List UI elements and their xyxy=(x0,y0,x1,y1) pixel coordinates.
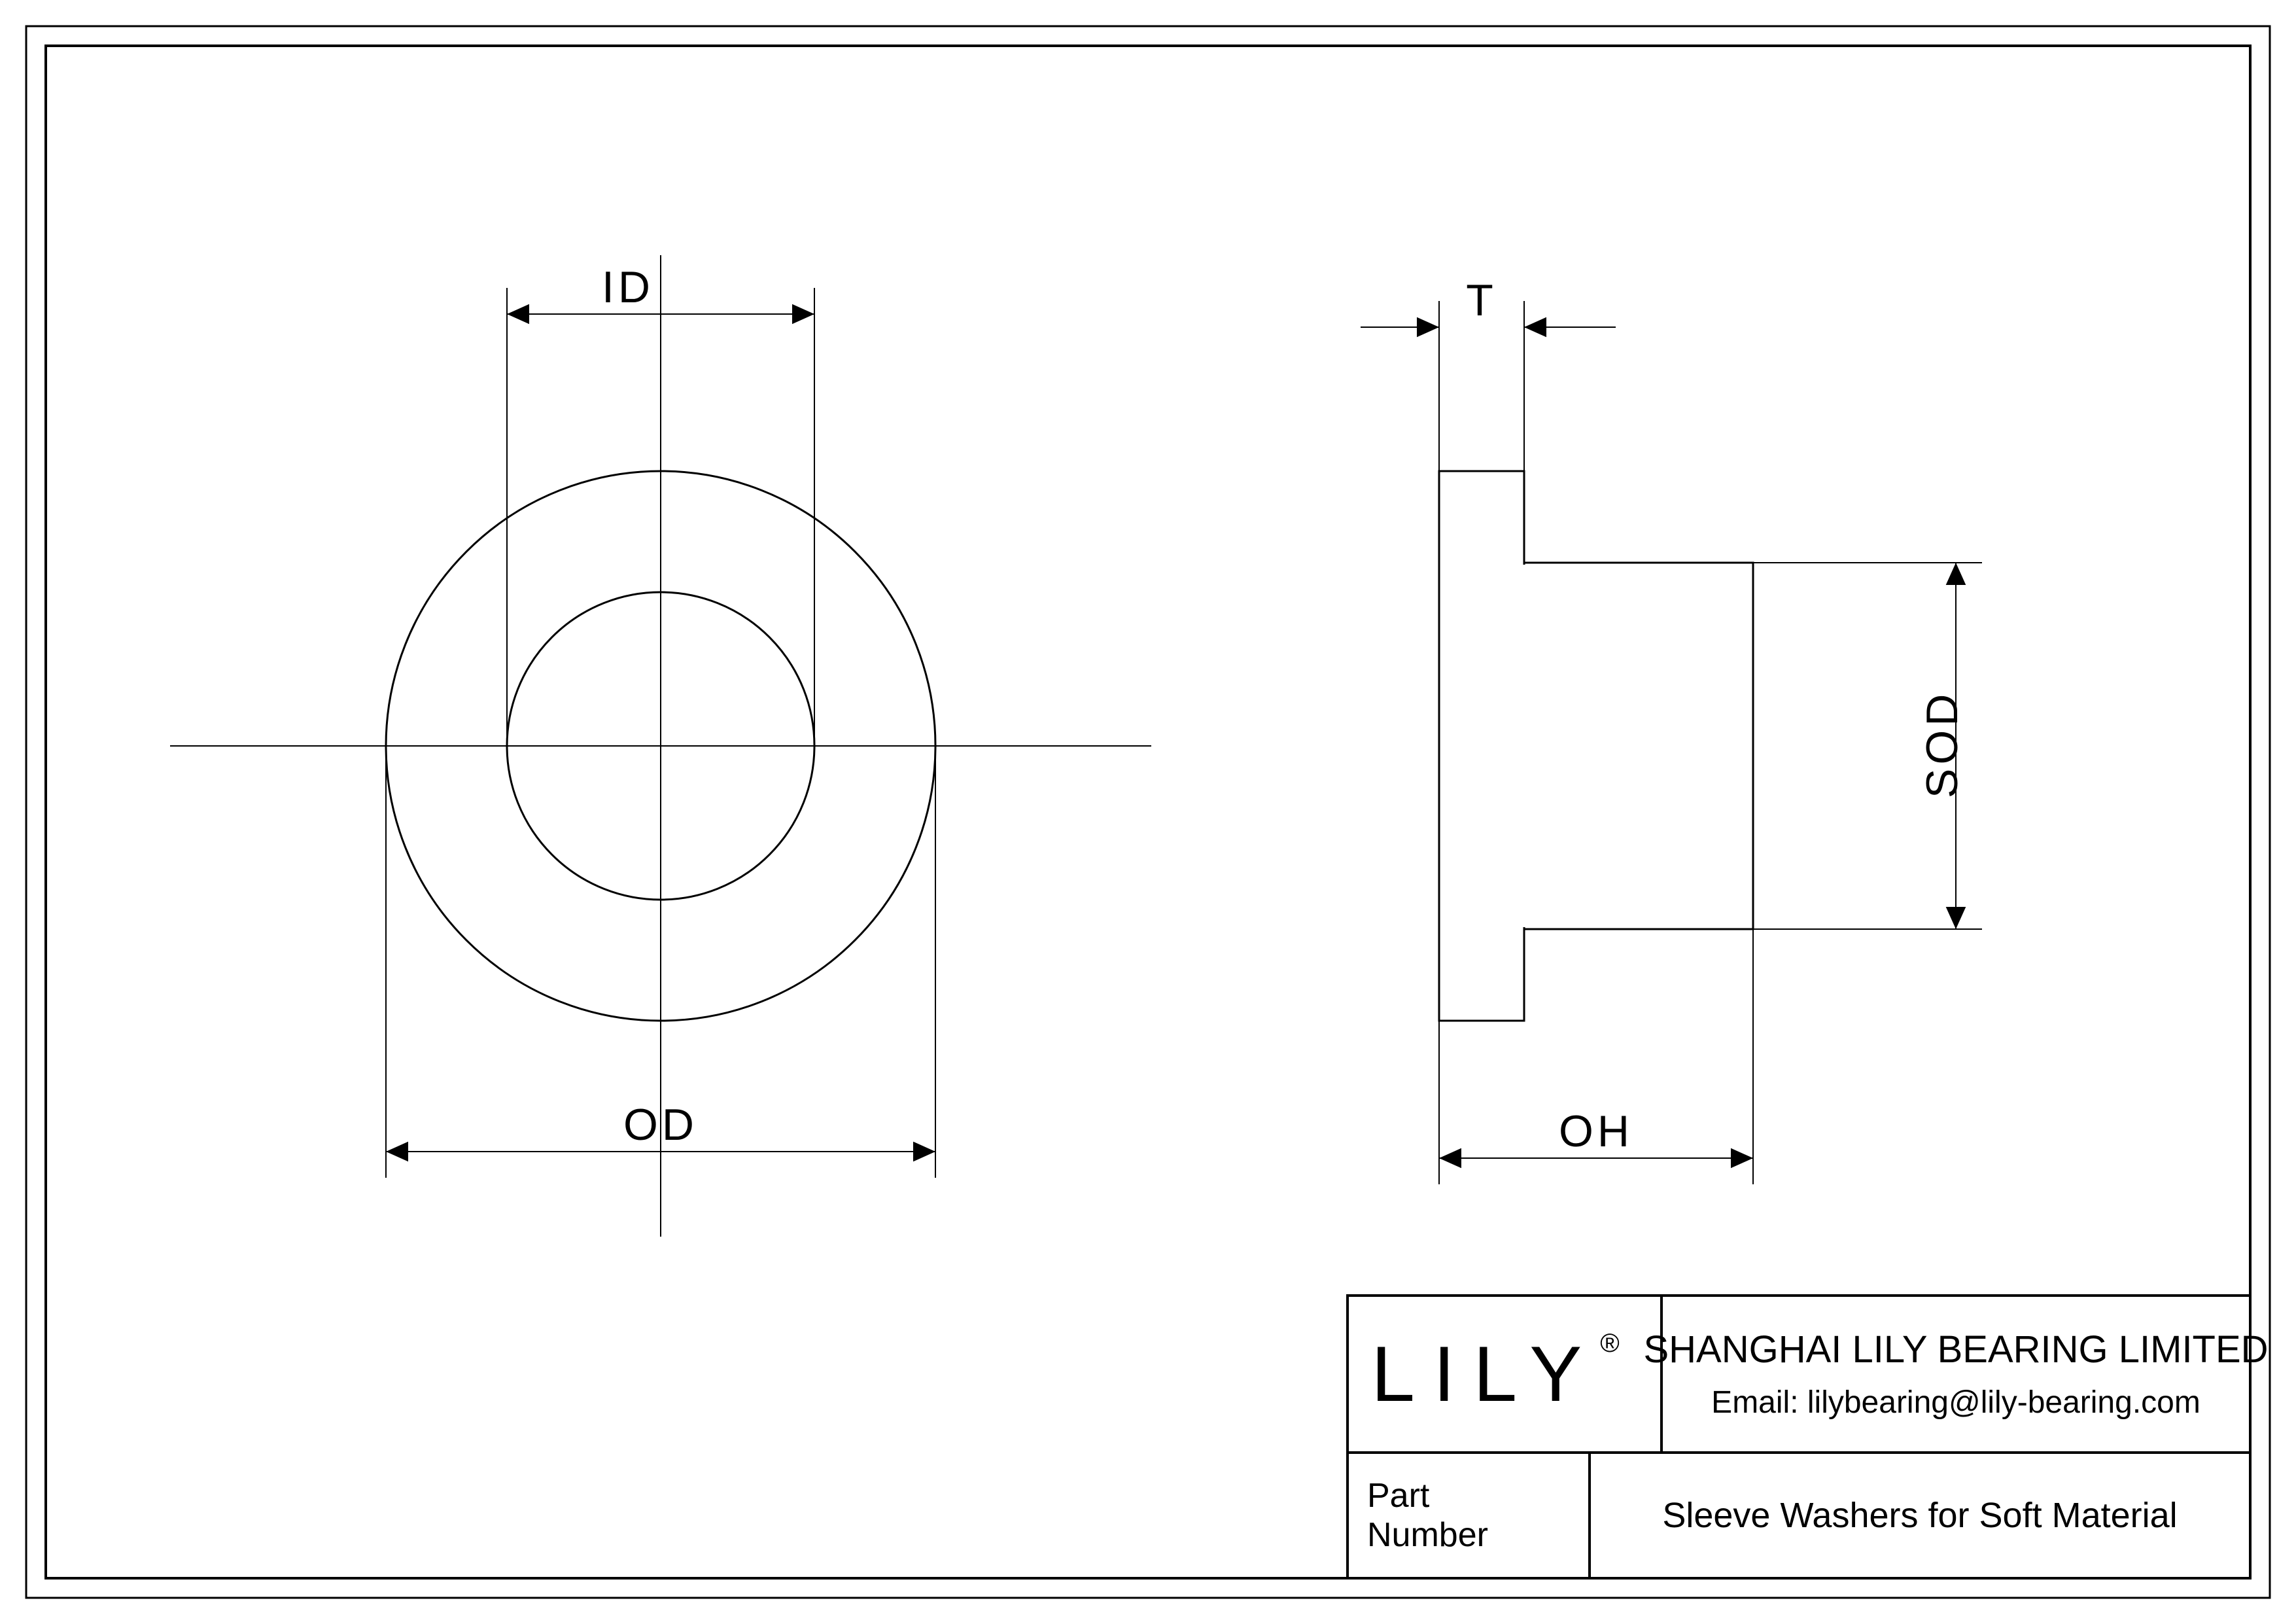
partnum-label-2: Number xyxy=(1367,1515,1488,1555)
drawing-sheet: ID OD T OH SOD LILY® SHANGHAI LILY BEARI… xyxy=(0,0,2296,1624)
company-name: SHANGHAI LILY BEARING LIMITED xyxy=(1643,1328,2268,1371)
dim-label-oh: OH xyxy=(1557,1106,1635,1157)
company-email: Email: lilybearing@lily-bearing.com xyxy=(1711,1385,2200,1421)
logo-reg-mark: ® xyxy=(1600,1329,1637,1358)
dim-label-id: ID xyxy=(595,262,661,313)
title-block: LILY® SHANGHAI LILY BEARING LIMITED Emai… xyxy=(1348,1296,2250,1578)
part-description: Sleeve Washers for Soft Material xyxy=(1662,1495,2177,1536)
logo-text: LILY® xyxy=(1371,1329,1637,1419)
titleblock-description-cell: Sleeve Washers for Soft Material xyxy=(1590,1453,2250,1578)
logo-main: LILY xyxy=(1371,1330,1600,1418)
dim-label-t: T xyxy=(1462,275,1501,326)
titleblock-company-cell: SHANGHAI LILY BEARING LIMITED Email: lil… xyxy=(1661,1296,2250,1453)
dim-label-od: OD xyxy=(621,1099,700,1150)
titleblock-logo-cell: LILY® xyxy=(1348,1296,1661,1453)
dim-label-sod: SOD xyxy=(1917,690,1968,798)
titleblock-partnum-label-cell: Part Number xyxy=(1348,1453,1590,1578)
partnum-label-1: Part xyxy=(1367,1476,1429,1515)
